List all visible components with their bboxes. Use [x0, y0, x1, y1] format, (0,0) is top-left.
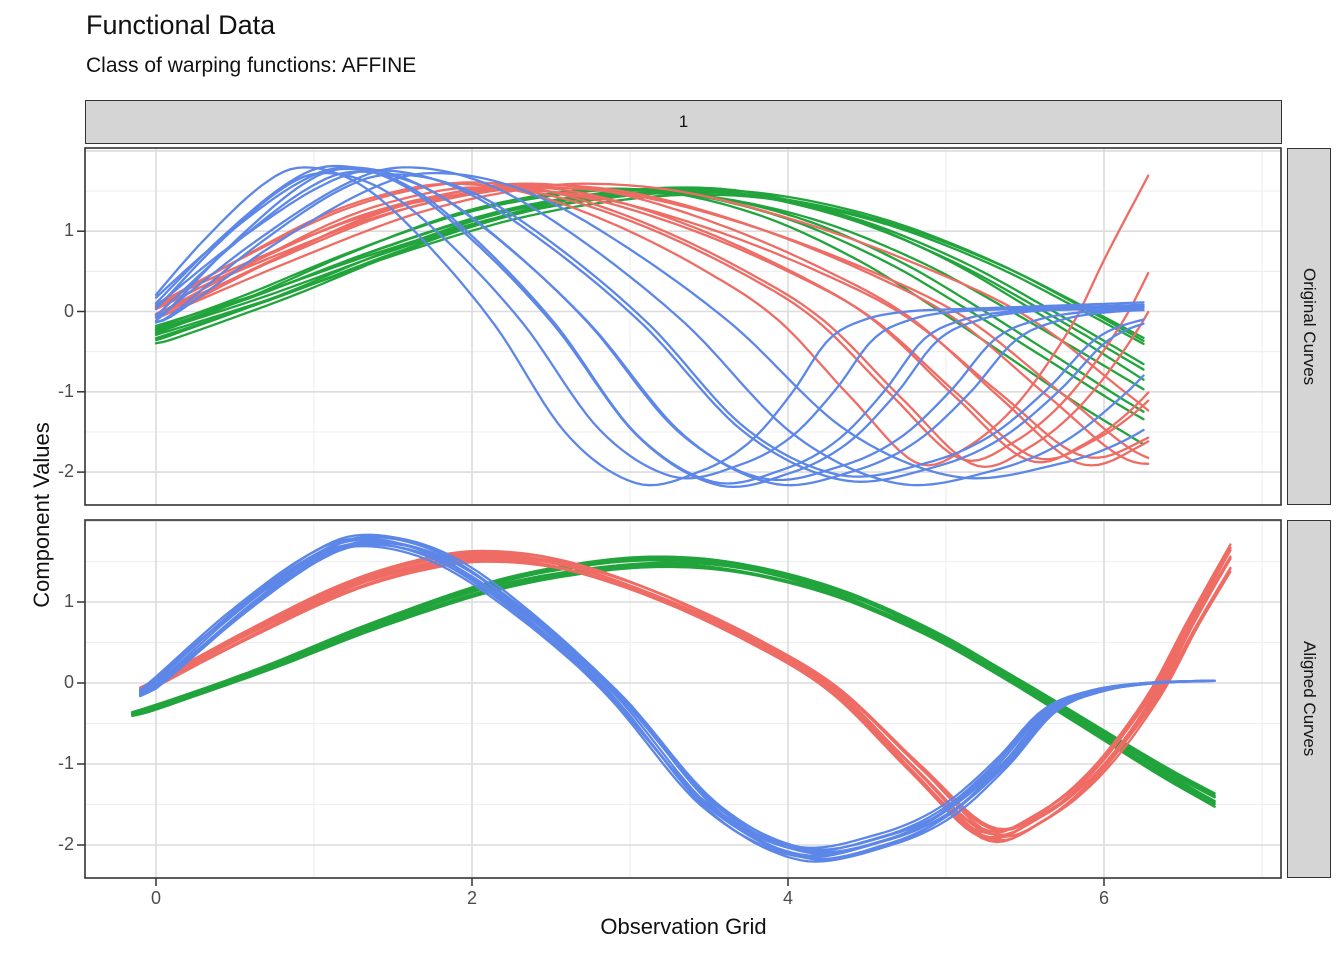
curve-red-aligned — [139, 555, 1232, 837]
y-tick-label: 0 — [63, 672, 74, 692]
facet-row-label-aligned: Aligned Curves — [1300, 641, 1319, 757]
curve-blue-original — [154, 173, 1145, 478]
plot-title: Functional Data — [86, 10, 276, 40]
y-axis-title: Component Values — [29, 422, 54, 608]
curve-blue-original — [154, 169, 1145, 483]
curve-blue-original — [154, 170, 1145, 482]
y-tick-label: -1 — [57, 380, 74, 401]
curve-blue-aligned — [139, 535, 1216, 861]
x-tick-label: 0 — [150, 888, 161, 908]
curve-red-original — [154, 186, 1150, 463]
x-tick-label: 2 — [466, 888, 477, 908]
facet-row-strip-original: Original Curves — [1287, 148, 1331, 505]
x-axis-title: Observation Grid — [600, 914, 767, 939]
y-tick-label: -1 — [57, 753, 74, 773]
facet-row-strip-aligned: Aligned Curves — [1287, 520, 1331, 878]
facet-row-label-original: Original Curves — [1300, 267, 1319, 386]
curve-blue-original — [154, 166, 1145, 487]
curve-red-original — [154, 181, 1150, 469]
y-tick-label: 1 — [63, 220, 74, 241]
curve-blue-aligned — [139, 540, 1216, 856]
facet-column-label: 1 — [678, 112, 689, 131]
curve-blue-original — [154, 166, 1145, 487]
curve-red-original — [154, 186, 1150, 460]
plot-subtitle: Class of warping functions: AFFINE — [86, 54, 417, 77]
curve-red-original — [154, 182, 1150, 412]
curve-blue-original — [154, 166, 1145, 487]
x-tick-label: 4 — [782, 888, 793, 908]
curve-green-aligned — [131, 565, 1216, 795]
y-tick-label: 0 — [63, 300, 74, 321]
x-tick-label: 6 — [1098, 888, 1109, 908]
y-tick-label: 1 — [63, 591, 74, 611]
curve-green-original — [154, 187, 1145, 371]
y-tick-label: -2 — [57, 834, 74, 854]
curve-blue-original — [154, 171, 1145, 480]
curve-green-aligned — [131, 557, 1216, 805]
curve-blue-aligned — [139, 541, 1216, 854]
curve-green-original — [154, 191, 1145, 340]
y-tick-label: -2 — [57, 461, 74, 482]
curve-red-original — [154, 183, 1150, 465]
facet-column-strip: 1 — [85, 100, 1282, 144]
curve-blue-original — [154, 164, 1145, 489]
curve-green-aligned — [131, 559, 1216, 806]
